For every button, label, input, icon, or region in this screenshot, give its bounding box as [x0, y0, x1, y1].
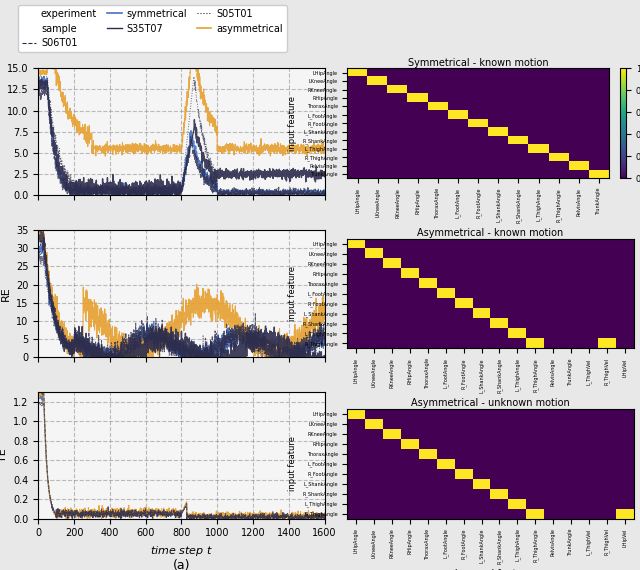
Y-axis label: RE: RE — [1, 286, 11, 301]
Title: Asymmetrical - known motion: Asymmetrical - known motion — [417, 228, 564, 238]
Y-axis label: input feature: input feature — [288, 96, 297, 151]
X-axis label: observed feature: observed feature — [449, 569, 532, 570]
X-axis label: time step $t$: time step $t$ — [150, 544, 213, 558]
Legend: experiment, sample, S06T01, symmetrical, S35T07, S05T01, asymmetrical: experiment, sample, S06T01, symmetrical,… — [18, 5, 287, 52]
Y-axis label: TE: TE — [0, 449, 8, 462]
Y-axis label: input feature: input feature — [288, 436, 297, 491]
Y-axis label: FBE: FBE — [0, 121, 1, 142]
Y-axis label: input feature: input feature — [288, 266, 297, 321]
Text: (a): (a) — [173, 559, 190, 570]
Title: Asymmetrical - unknown motion: Asymmetrical - unknown motion — [411, 398, 570, 408]
Title: Symmetrical - known motion: Symmetrical - known motion — [408, 58, 548, 68]
